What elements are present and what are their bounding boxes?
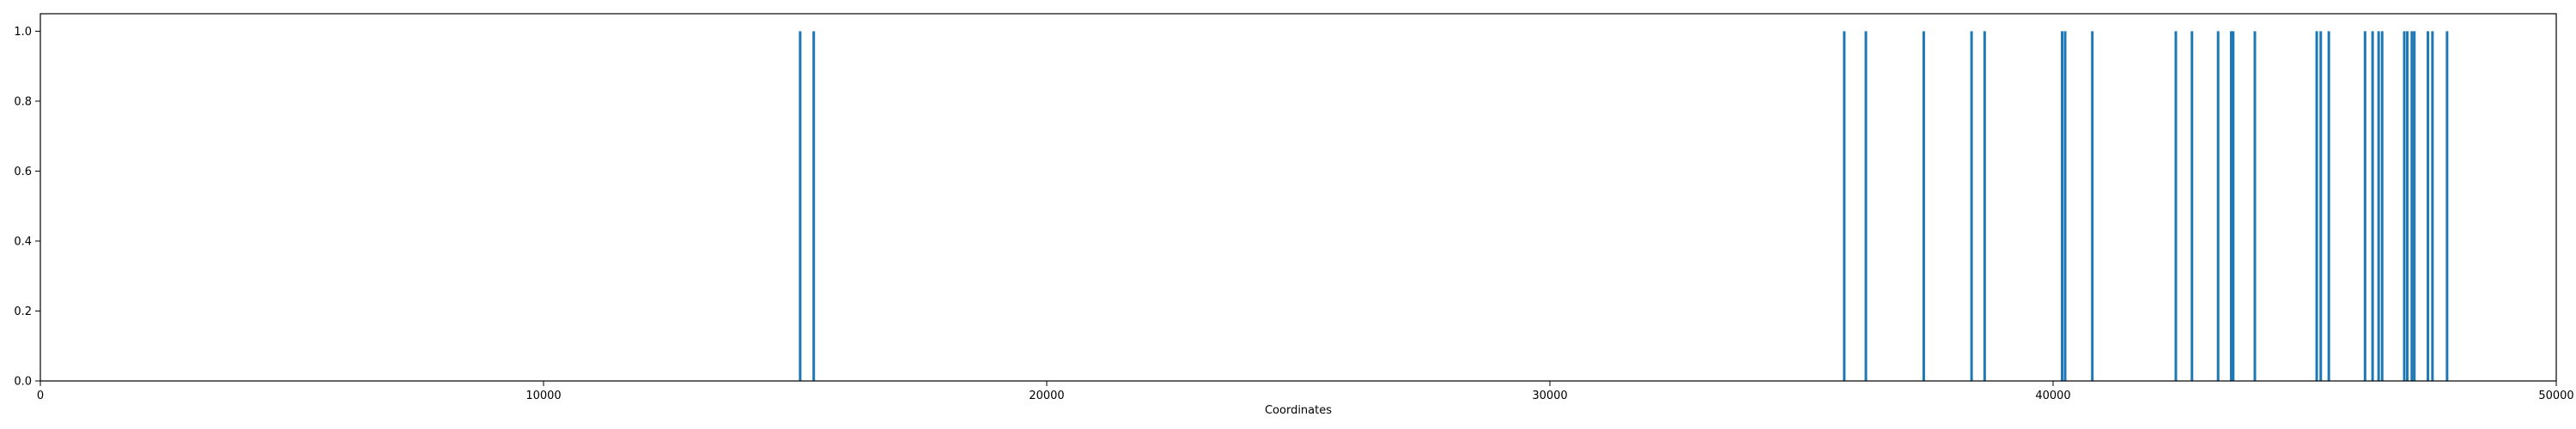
x-tick-label: 50000 xyxy=(2538,390,2573,402)
bar xyxy=(2315,31,2318,381)
bar xyxy=(2427,31,2430,381)
bar xyxy=(799,31,802,381)
bar xyxy=(2174,31,2178,381)
bar xyxy=(2403,31,2406,381)
bar xyxy=(1864,31,1868,381)
x-tick-label: 40000 xyxy=(2035,390,2070,402)
bar xyxy=(2216,31,2220,381)
bar xyxy=(2363,31,2366,381)
x-tick-label: 0 xyxy=(37,390,44,402)
x-tick-label: 30000 xyxy=(1532,390,1567,402)
x-tick-label: 10000 xyxy=(526,390,561,402)
plot-frame xyxy=(39,13,2557,382)
bar xyxy=(2327,31,2330,381)
bar xyxy=(2063,31,2067,381)
y-tick-label: 0.6 xyxy=(14,166,32,178)
bar xyxy=(2319,31,2323,381)
bar xyxy=(2091,31,2094,381)
bar xyxy=(1983,31,1986,381)
bar xyxy=(2380,31,2384,381)
bar xyxy=(2061,31,2064,381)
y-tick-label: 0.8 xyxy=(14,95,32,108)
x-axis-label: Coordinates xyxy=(1265,404,1332,417)
bar xyxy=(2229,31,2233,381)
bar xyxy=(2406,31,2409,381)
y-tick-label: 1.0 xyxy=(14,26,32,39)
bars-layer xyxy=(799,31,2449,381)
bar xyxy=(2232,31,2235,381)
y-tick-label: 0.0 xyxy=(14,376,32,389)
bar xyxy=(1922,31,1925,381)
y-tick-label: 0.2 xyxy=(14,305,32,318)
bar xyxy=(2410,31,2414,381)
bar xyxy=(2445,31,2449,381)
y-axis-ticks: 0.0 0.2 0.4 0.6 0.8 1.0 xyxy=(14,26,40,389)
bar xyxy=(812,31,816,381)
bar xyxy=(1970,31,1973,381)
bar xyxy=(2371,31,2374,381)
bar xyxy=(2190,31,2194,381)
bar xyxy=(1843,31,1846,381)
x-axis-ticks: 0 10000 20000 30000 40000 50000 xyxy=(37,381,2574,402)
bar xyxy=(2377,31,2380,381)
bar xyxy=(2253,31,2257,381)
bar xyxy=(2431,31,2434,381)
y-tick-label: 0.4 xyxy=(14,235,32,248)
bar xyxy=(2413,31,2416,381)
x-tick-label: 20000 xyxy=(1029,390,1064,402)
